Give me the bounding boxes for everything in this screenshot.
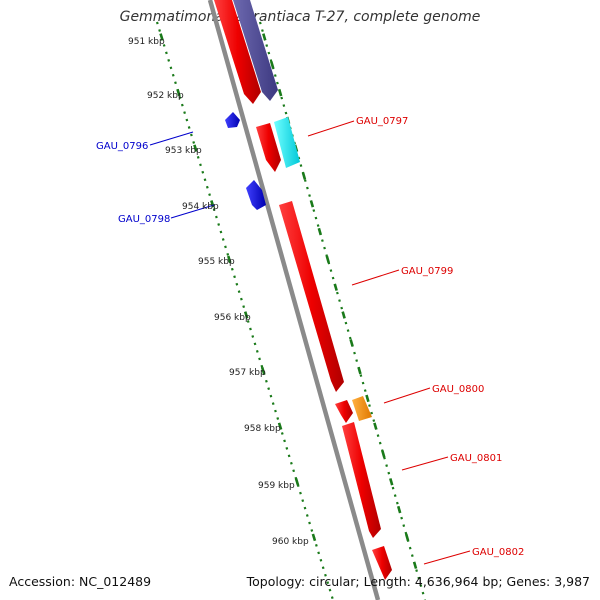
- ruler-tick: [193, 144, 198, 152]
- ruler-tick: [404, 533, 410, 542]
- kbp-label: 956 kbp: [214, 313, 251, 323]
- ruler-tick: [176, 88, 181, 97]
- forward-strand-features: [214, 0, 392, 580]
- gene-label-GAU_0798[interactable]: GAU_0798: [118, 214, 170, 225]
- kbp-label: 959 kbp: [258, 481, 295, 491]
- kbp-labels: 951 kbp 952 kbp 953 kbp 954 kbp 955 kbp …: [128, 37, 309, 547]
- gene-label-GAU_0797[interactable]: GAU_0797: [356, 116, 408, 127]
- ruler-tick: [333, 283, 338, 291]
- ruler-tick: [373, 422, 378, 430]
- accession-text: Accession: NC_012489: [9, 574, 152, 589]
- inner-ruler-line: [155, 21, 335, 600]
- ruler-tick: [210, 200, 215, 208]
- ruler-tick: [389, 478, 394, 486]
- gene-feature-upstream-2[interactable]: [233, 0, 278, 101]
- genome-summary-text: Topology: circular; Length: 4,636,964 bp…: [246, 574, 590, 589]
- kbp-label: 952 kbp: [147, 91, 184, 101]
- gene-label-GAU_0799[interactable]: GAU_0799: [401, 266, 453, 277]
- ruler-tick: [317, 227, 323, 236]
- kbp-label: 957 kbp: [229, 368, 266, 378]
- ruler-tick: [349, 339, 354, 347]
- ruler-tick: [325, 255, 330, 264]
- ruler-tick: [365, 394, 370, 403]
- map-title: Gemmatimonas aurantiaca T-27, complete g…: [119, 9, 481, 25]
- outer-ruler-line: [258, 21, 427, 600]
- ruler-tick: [277, 88, 283, 97]
- gene-feature-GAU_0800[interactable]: [335, 400, 353, 423]
- gene-feature-GAU_0796[interactable]: [225, 112, 240, 128]
- kbp-label: 955 kbp: [198, 257, 235, 267]
- ruler-tick: [381, 450, 386, 458]
- ruler-tick: [341, 311, 346, 319]
- gene-labels: GAU_0796 GAU_0797 GAU_0798 GAU_0799 GAU_…: [96, 116, 524, 558]
- gene-label-GAU_0796[interactable]: GAU_0796: [96, 141, 148, 152]
- ruler-tick: [309, 200, 315, 208]
- reverse-strand-features: [225, 112, 266, 210]
- ruler-tick: [262, 33, 267, 41]
- ruler-tick: [357, 366, 362, 375]
- kbp-label: 960 kbp: [272, 537, 309, 547]
- gene-feature-GAU_0802[interactable]: [372, 546, 392, 580]
- ruler-tick: [294, 478, 300, 486]
- ruler-tick: [277, 422, 283, 430]
- ruler-tick: [301, 172, 307, 180]
- kbp-label: 954 kbp: [182, 202, 219, 212]
- gene-feature-GAU_0798[interactable]: [246, 180, 266, 210]
- ruler-tick: [396, 505, 402, 514]
- gene-feature-GAU_0800-b[interactable]: [352, 396, 372, 421]
- ruler-tick: [412, 561, 418, 569]
- ruler-tick: [311, 533, 317, 542]
- label-leader-lines: [149, 120, 471, 565]
- gene-feature-GAU_0797[interactable]: [256, 123, 281, 172]
- gene-label-GAU_0802[interactable]: GAU_0802: [472, 547, 524, 558]
- ruler-tick: [227, 255, 232, 264]
- gene-feature-GAU_0799[interactable]: [279, 201, 344, 392]
- genome-backbone: [207, 0, 381, 600]
- ruler-ticks: [159, 33, 418, 569]
- kbp-label: 958 kbp: [244, 424, 281, 434]
- kbp-label: 951 kbp: [128, 37, 165, 47]
- ruler-tick: [260, 366, 266, 375]
- gene-feature-GAU_0801[interactable]: [342, 422, 381, 538]
- kbp-label: 953 kbp: [165, 146, 202, 156]
- ruler-tick: [243, 311, 249, 319]
- gene-label-GAU_0800[interactable]: GAU_0800: [432, 384, 484, 395]
- ruler-tick: [159, 33, 164, 41]
- gene-feature-GAU_0797-b[interactable]: [274, 117, 300, 168]
- ruler-tick: [270, 61, 275, 69]
- gene-feature-upstream[interactable]: [214, 0, 261, 104]
- gene-label-GAU_0801[interactable]: GAU_0801: [450, 453, 502, 464]
